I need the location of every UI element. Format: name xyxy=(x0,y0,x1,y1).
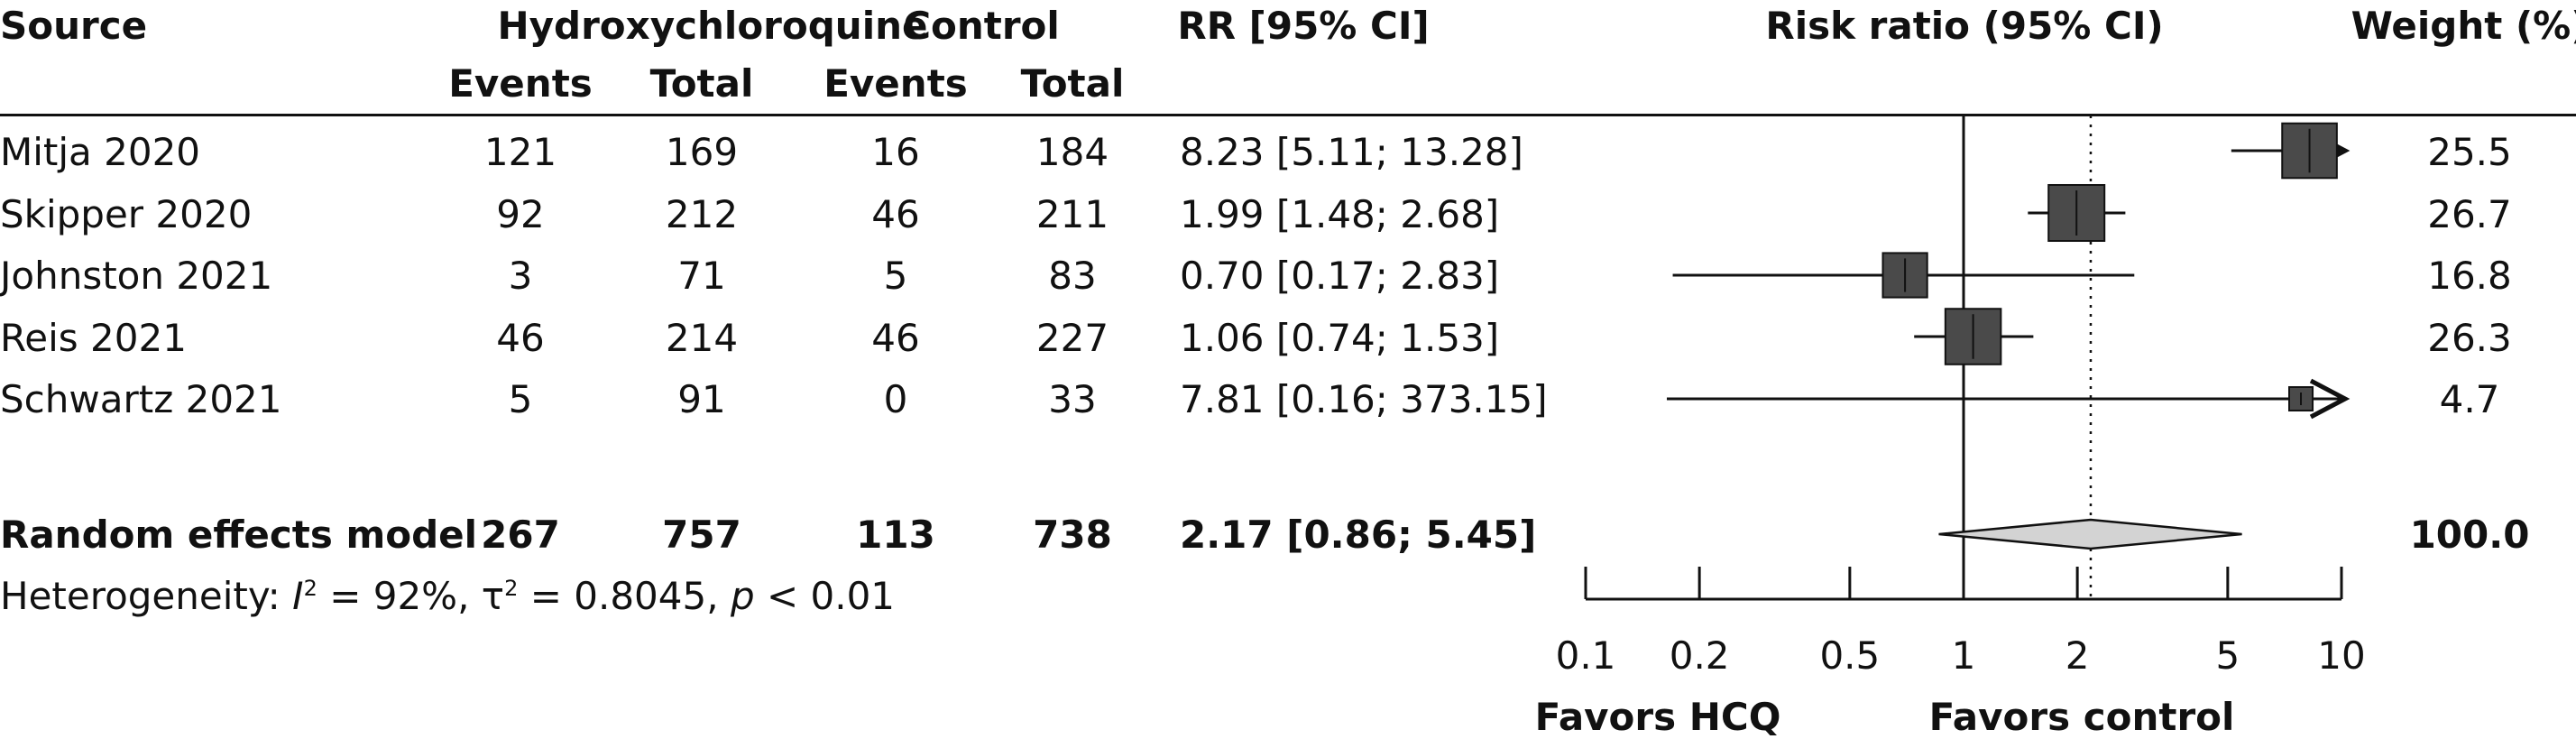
study-control-total: 184 xyxy=(1035,130,1109,174)
pooled-hcq-total: 757 xyxy=(662,513,741,557)
header-risk-ratio: Risk ratio (95% CI) xyxy=(1765,4,2164,48)
ci-arrow xyxy=(2309,378,2351,420)
pooled-rr-ci: 2.17 [0.86; 5.45] xyxy=(1180,513,1537,557)
x-axis-tick-label: 1 xyxy=(1951,633,1976,678)
study-rr-ci: 7.81 [0.16; 373.15] xyxy=(1180,377,1548,421)
study-weight: 26.3 xyxy=(2427,316,2512,360)
pooled-weight: 100.0 xyxy=(2409,513,2530,557)
study-control-events: 0 xyxy=(883,377,908,421)
study-weight: 25.5 xyxy=(2427,130,2512,174)
study-control-total: 227 xyxy=(1035,316,1109,360)
study-hcq-total: 212 xyxy=(665,192,739,236)
header-hcq-total: Total xyxy=(649,61,754,106)
study-rr-ci: 0.70 [0.17; 2.83] xyxy=(1180,254,1500,298)
study-hcq-events: 5 xyxy=(508,377,533,421)
study-hcq-total: 91 xyxy=(677,377,726,421)
study-source: Mitja 2020 xyxy=(0,130,201,174)
pooled-control-total: 738 xyxy=(1033,513,1112,557)
header-control-events: Events xyxy=(823,61,968,106)
header-hcq: Hydroxychloroquine xyxy=(497,4,928,48)
study-control-events: 46 xyxy=(871,192,920,236)
study-hcq-events: 121 xyxy=(483,130,557,174)
study-control-events: 46 xyxy=(871,316,920,360)
study-control-total: 33 xyxy=(1048,377,1097,421)
p-value: < 0.01 xyxy=(754,574,896,618)
header-rr: RR [95% CI] xyxy=(1177,4,1430,48)
i-squared-symbol: I xyxy=(292,574,304,618)
study-hcq-events: 3 xyxy=(508,254,533,298)
tau-symbol: τ xyxy=(481,574,505,618)
header-hcq-events: Events xyxy=(448,61,593,106)
study-rr-ci: 8.23 [5.11; 13.28] xyxy=(1180,130,1523,174)
favors-hcq-label: Favors HCQ xyxy=(1534,695,1781,739)
study-hcq-events: 46 xyxy=(496,316,545,360)
study-weight: 16.8 xyxy=(2427,254,2512,298)
tau-squared-superscript: 2 xyxy=(504,576,519,601)
study-source: Reis 2021 xyxy=(0,316,187,360)
favors-control-label: Favors control xyxy=(1928,695,2235,739)
study-control-total: 211 xyxy=(1035,192,1109,236)
study-source: Schwartz 2021 xyxy=(0,377,282,421)
header-divider xyxy=(0,114,2576,116)
study-control-events: 16 xyxy=(871,130,920,174)
study-weight: 26.7 xyxy=(2427,192,2512,236)
study-weight: 4.7 xyxy=(2439,377,2500,421)
heterogeneity-line: Heterogeneity: I2 = 92%, τ2 = 0.8045, p … xyxy=(0,577,895,615)
study-control-total: 83 xyxy=(1048,254,1097,298)
x-axis-tick-label: 0.1 xyxy=(1555,633,1616,678)
i-squared-value: = 92%, xyxy=(317,574,482,618)
p-symbol: p xyxy=(730,574,755,618)
header-control: Control xyxy=(903,4,1060,48)
x-axis-tick-label: 5 xyxy=(2215,633,2240,678)
x-axis-tick-label: 0.2 xyxy=(1669,633,1730,678)
header-source: Source xyxy=(0,4,148,48)
study-hcq-total: 71 xyxy=(677,254,726,298)
header-weight: Weight (%) xyxy=(2351,4,2576,48)
tau-squared-value: = 0.8045, xyxy=(518,574,731,618)
header-control-total: Total xyxy=(1020,61,1125,106)
study-hcq-events: 92 xyxy=(496,192,545,236)
pooled-diamond xyxy=(1938,518,2242,550)
x-axis-tick-label: 2 xyxy=(2065,633,2090,678)
study-source: Skipper 2020 xyxy=(0,192,253,236)
x-axis-tick-label: 0.5 xyxy=(1819,633,1881,678)
pooled-hcq-events: 267 xyxy=(481,513,560,557)
pooled-label: Random effects model xyxy=(0,513,478,557)
i-squared-superscript: 2 xyxy=(303,576,317,601)
heterogeneity-prefix: Heterogeneity: xyxy=(0,574,293,618)
study-hcq-total: 214 xyxy=(665,316,739,360)
study-control-events: 5 xyxy=(883,254,908,298)
study-rr-ci: 1.06 [0.74; 1.53] xyxy=(1180,316,1500,360)
study-hcq-total: 169 xyxy=(665,130,739,174)
pooled-control-events: 113 xyxy=(856,513,935,557)
study-rr-ci: 1.99 [1.48; 2.68] xyxy=(1180,192,1500,236)
study-source: Johnston 2021 xyxy=(0,254,273,298)
x-axis-tick-label: 10 xyxy=(2317,633,2366,678)
